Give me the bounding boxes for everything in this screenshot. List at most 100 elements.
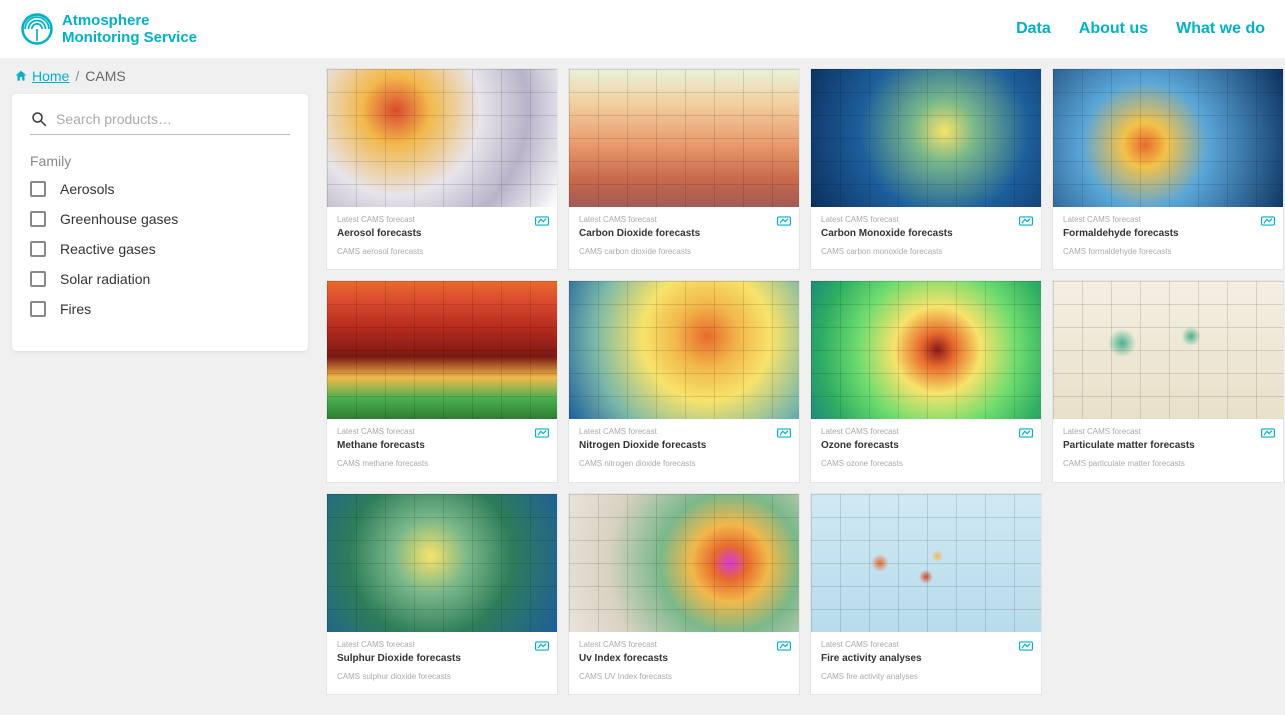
brand-text: Atmosphere Monitoring Service [62,12,197,47]
card-desc: CAMS fire activity analyses [821,672,1031,682]
card-body: Latest CAMS forecast Particulate matter f… [1053,419,1283,481]
brand-line2: Monitoring Service [62,29,197,46]
card-body: Latest CAMS forecast Sulphur Dioxide fore… [327,632,557,694]
brand-line1: Atmosphere [62,12,197,29]
breadcrumb-current: CAMS [85,68,125,84]
open-link-icon[interactable] [535,213,549,231]
card-desc: CAMS nitrogen dioxide forecasts [579,459,789,469]
nav-link-what-we-do[interactable]: What we do [1176,20,1265,38]
map-thumbnail [569,494,799,632]
card-body: Latest CAMS forecastFormaldehyde forecas… [1053,207,1283,269]
checkbox-icon[interactable] [30,181,46,197]
product-grid: Latest CAMS forecast Aerosol forecasts CAM… [326,68,1284,695]
open-link-icon[interactable] [777,638,791,656]
card-kicker: Latest CAMS forecast [821,215,1031,224]
open-link-icon[interactable] [777,425,791,443]
checkbox-icon[interactable] [30,211,46,227]
card-title: Formaldehyde forecasts [1063,228,1273,239]
card-kicker: Latest CAMS forecast [337,640,547,649]
filter-item-reactive-gases[interactable]: Reactive gases [30,241,290,257]
filter-label: Aerosols [60,181,114,197]
filter-item-solar-radiation[interactable]: Solar radiation [30,271,290,287]
map-thumbnail [811,69,1041,207]
checkbox-icon[interactable] [30,241,46,257]
card-kicker: Latest CAMS forecast [337,427,547,436]
filter-label: Reactive gases [60,241,156,257]
card-body: Latest CAMS forecastNitrogen Dioxide for… [569,419,799,481]
breadcrumb-home-link[interactable]: Home [14,68,69,84]
filter-item-greenhouse-gases[interactable]: Greenhouse gases [30,211,290,227]
filter-item-fires[interactable]: Fires [30,301,290,317]
filter-sidebar: Family Aerosols Greenhouse gases Reactive … [12,94,308,351]
card-desc: CAMS carbon dioxide forecasts [579,247,789,257]
card-methane[interactable]: Latest CAMS forecast Methane forecasts CAM… [326,280,558,482]
open-link-icon[interactable] [1019,638,1033,656]
nav-link-data[interactable]: Data [1016,20,1051,38]
breadcrumb-home-label: Home [32,68,69,84]
card-desc: CAMS methane forecasts [337,459,547,469]
checkbox-icon[interactable] [30,301,46,317]
card-title: Particulate matter forecasts [1063,440,1273,451]
filter-heading: Family [30,153,290,169]
map-thumbnail [327,69,557,207]
card-kicker: Latest CAMS forecast [821,640,1031,649]
card-co[interactable]: Latest CAMS forecastCarbon Monoxide fore… [810,68,1042,270]
nav-link-about-us[interactable]: About us [1079,20,1148,38]
card-title: Fire activity analyses [821,653,1031,664]
card-ozone[interactable]: Latest CAMS forecast Ozone forecasts CAMS … [810,280,1042,482]
card-title: Uv Index forecasts [579,653,789,664]
open-link-icon[interactable] [535,425,549,443]
card-desc: CAMS UV Index forecasts [579,672,789,682]
card-kicker: Latest CAMS forecast [579,427,789,436]
card-title: Aerosol forecasts [337,228,547,239]
search-icon [30,110,48,128]
card-pm[interactable]: Latest CAMS forecast Particulate matter f… [1052,280,1284,482]
open-link-icon[interactable] [1019,425,1033,443]
map-thumbnail [1053,69,1283,207]
open-link-icon[interactable] [777,213,791,231]
checkbox-icon[interactable] [30,271,46,287]
card-body: Latest CAMS forecast Carbon Dioxide forec… [569,207,799,269]
card-so2[interactable]: Latest CAMS forecast Sulphur Dioxide fore… [326,493,558,695]
card-kicker: Latest CAMS forecast [337,215,547,224]
card-uv[interactable]: Latest CAMS forecast Uv Index forecasts CA… [568,493,800,695]
map-thumbnail [1053,281,1283,419]
card-co2[interactable]: Latest CAMS forecast Carbon Dioxide forec… [568,68,800,270]
card-body: Latest CAMS forecast Uv Index forecasts CA… [569,632,799,694]
search-input[interactable] [56,111,290,127]
card-desc: CAMS ozone forecasts [821,459,1031,469]
map-thumbnail [811,494,1041,632]
top-nav: Data About us What we do [1016,20,1265,38]
map-thumbnail [569,69,799,207]
breadcrumb: Home / CAMS [14,68,308,84]
map-thumbnail [327,494,557,632]
card-kicker: Latest CAMS forecast [579,640,789,649]
card-title: Methane forecasts [337,440,547,451]
card-fire[interactable]: Latest CAMS forecast Fire activity analys… [810,493,1042,695]
card-desc: CAMS formaldehyde forecasts [1063,247,1273,257]
card-title: Ozone forecasts [821,440,1031,451]
card-kicker: Latest CAMS forecast [579,215,789,224]
card-title: Sulphur Dioxide forecasts [337,653,547,664]
card-no2[interactable]: Latest CAMS forecastNitrogen Dioxide for… [568,280,800,482]
map-thumbnail [327,281,557,419]
card-aerosol[interactable]: Latest CAMS forecastAerosol forecastsCAM… [326,68,558,270]
open-link-icon[interactable] [1261,213,1275,231]
card-body: Latest CAMS forecastCarbon Monoxide fore… [811,207,1041,269]
card-kicker: Latest CAMS forecast [1063,427,1273,436]
site-header: Atmosphere Monitoring Service Data About … [0,0,1285,58]
card-desc: CAMS particulate matter forecasts [1063,459,1273,469]
open-link-icon[interactable] [535,638,549,656]
home-icon [14,69,28,83]
open-link-icon[interactable] [1019,213,1033,231]
map-thumbnail [811,281,1041,419]
card-title: Carbon Dioxide forecasts [579,228,789,239]
card-desc: CAMS sulphur dioxide forecasts [337,672,547,682]
card-formaldehyde[interactable]: Latest CAMS forecastFormaldehyde forecas… [1052,68,1284,270]
filter-item-aerosols[interactable]: Aerosols [30,181,290,197]
card-kicker: Latest CAMS forecast [821,427,1031,436]
filter-label: Greenhouse gases [60,211,178,227]
map-thumbnail [569,281,799,419]
open-link-icon[interactable] [1261,425,1275,443]
brand[interactable]: Atmosphere Monitoring Service [20,12,197,47]
